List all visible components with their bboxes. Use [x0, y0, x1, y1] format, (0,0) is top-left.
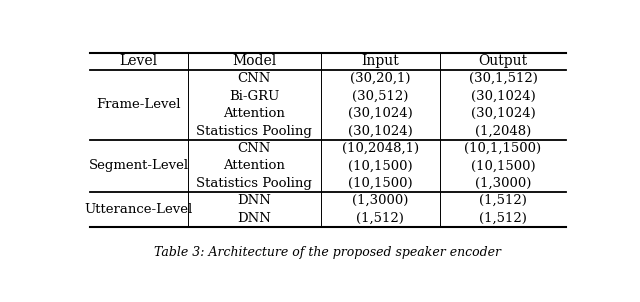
Text: (30,1024): (30,1024) — [470, 107, 536, 120]
Text: (10,1,1500): (10,1,1500) — [465, 142, 541, 155]
Text: (30,1,512): (30,1,512) — [468, 72, 538, 85]
Text: Attention: Attention — [223, 107, 285, 120]
Text: (30,512): (30,512) — [352, 90, 408, 103]
Text: (10,1500): (10,1500) — [348, 177, 413, 190]
Text: (30,1024): (30,1024) — [348, 107, 413, 120]
Text: Segment-Level: Segment-Level — [89, 159, 189, 172]
Text: (1,512): (1,512) — [479, 212, 527, 225]
Text: CNN: CNN — [237, 72, 271, 85]
Text: (1,3000): (1,3000) — [475, 177, 531, 190]
Text: Frame-Level: Frame-Level — [97, 98, 181, 111]
Text: Input: Input — [362, 54, 399, 68]
Text: Attention: Attention — [223, 159, 285, 172]
Text: (1,512): (1,512) — [479, 194, 527, 207]
Text: (1,3000): (1,3000) — [352, 194, 408, 207]
Text: Bi-GRU: Bi-GRU — [229, 90, 280, 103]
Text: (10,2048,1): (10,2048,1) — [342, 142, 419, 155]
Text: Level: Level — [120, 54, 158, 68]
Text: Utterance-Level: Utterance-Level — [84, 203, 193, 216]
Text: (30,1024): (30,1024) — [348, 124, 413, 137]
Text: (1,512): (1,512) — [356, 212, 404, 225]
Text: (10,1500): (10,1500) — [470, 159, 535, 172]
Text: DNN: DNN — [237, 194, 271, 207]
Text: (30,1024): (30,1024) — [470, 90, 536, 103]
Text: Table 3: Architecture of the proposed speaker encoder: Table 3: Architecture of the proposed sp… — [154, 246, 502, 259]
Text: Output: Output — [479, 54, 527, 68]
Text: Statistics Pooling: Statistics Pooling — [196, 177, 312, 190]
Text: CNN: CNN — [237, 142, 271, 155]
Text: (1,2048): (1,2048) — [475, 124, 531, 137]
Text: (30,20,1): (30,20,1) — [350, 72, 411, 85]
Text: (10,1500): (10,1500) — [348, 159, 413, 172]
Text: Model: Model — [232, 54, 276, 68]
Text: Statistics Pooling: Statistics Pooling — [196, 124, 312, 137]
Text: DNN: DNN — [237, 212, 271, 225]
